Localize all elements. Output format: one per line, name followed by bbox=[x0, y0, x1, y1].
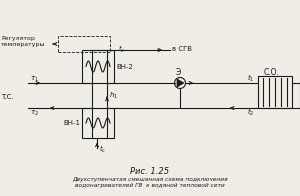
Text: водонагревателей ГВ  к водяной тепловой сети: водонагревателей ГВ к водяной тепловой с… bbox=[75, 183, 225, 188]
Text: $h_1$: $h_1$ bbox=[109, 91, 118, 101]
Bar bbox=[82, 50, 114, 83]
Text: $t_1$: $t_1$ bbox=[247, 73, 254, 84]
Bar bbox=[258, 76, 292, 108]
Polygon shape bbox=[177, 79, 184, 87]
Text: $\tau_1$: $\tau_1$ bbox=[30, 75, 39, 84]
Text: $t_c$: $t_c$ bbox=[99, 144, 106, 155]
Text: $\tau_2$: $\tau_2$ bbox=[30, 109, 39, 118]
Text: Рис. 1.25: Рис. 1.25 bbox=[130, 167, 170, 176]
Text: BH-1: BH-1 bbox=[63, 120, 80, 126]
Text: Двухступенчатая смешанная схема подключения: Двухступенчатая смешанная схема подключе… bbox=[72, 177, 228, 182]
Text: $t_2$: $t_2$ bbox=[247, 107, 254, 118]
Bar bbox=[58, 36, 110, 52]
Text: T.C.: T.C. bbox=[1, 93, 13, 100]
Text: в СГВ: в СГВ bbox=[172, 46, 192, 52]
Bar bbox=[82, 108, 114, 138]
Text: BH-2: BH-2 bbox=[116, 64, 133, 70]
Text: Э: Э bbox=[176, 68, 181, 77]
Text: $t_c$: $t_c$ bbox=[118, 44, 125, 55]
Text: температуры: температуры bbox=[1, 42, 46, 47]
Text: C.O.: C.O. bbox=[264, 68, 280, 77]
Text: Регулятор: Регулятор bbox=[1, 36, 35, 41]
